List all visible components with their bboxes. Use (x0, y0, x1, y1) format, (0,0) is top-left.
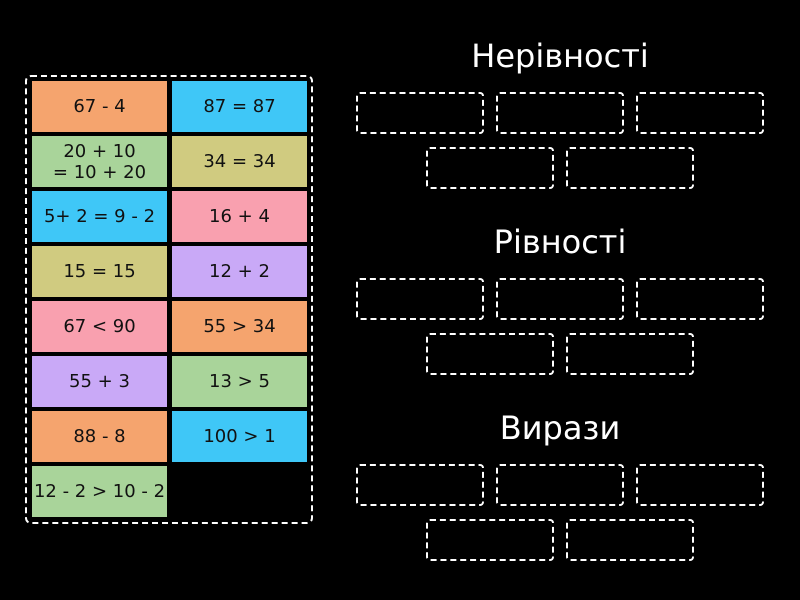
group-title-expressions: Вирази (499, 409, 621, 447)
drop-slot[interactable] (496, 92, 624, 134)
drop-slot[interactable] (426, 519, 554, 561)
tile-card[interactable]: 16 + 4 (172, 191, 307, 242)
tile-card[interactable]: 55 > 34 (172, 301, 307, 352)
tile-card[interactable]: 67 < 90 (32, 301, 167, 352)
drop-slot[interactable] (636, 92, 764, 134)
tile-card[interactable]: 15 = 15 (32, 246, 167, 297)
tile-card[interactable]: 5+ 2 = 9 - 2 (32, 191, 167, 242)
tile-card[interactable]: 87 = 87 (172, 81, 307, 132)
drop-slot[interactable] (426, 147, 554, 189)
tile-card[interactable]: 12 - 2 > 10 - 2 (32, 466, 167, 517)
drop-slot[interactable] (426, 333, 554, 375)
drop-slot[interactable] (356, 92, 484, 134)
drop-slot[interactable] (566, 519, 694, 561)
drop-slot[interactable] (636, 464, 764, 506)
group-title-inequalities: Нерівності (471, 37, 649, 75)
tile-pool[interactable] (25, 75, 313, 524)
tile-card[interactable]: 13 > 5 (172, 356, 307, 407)
tile-card[interactable]: 20 + 10 = 10 + 20 (32, 136, 167, 187)
drop-slot[interactable] (496, 464, 624, 506)
tile-card[interactable]: 67 - 4 (32, 81, 167, 132)
drop-slot[interactable] (356, 464, 484, 506)
tile-card[interactable]: 55 + 3 (32, 356, 167, 407)
drop-slot[interactable] (566, 147, 694, 189)
drop-slot[interactable] (566, 333, 694, 375)
drop-slot[interactable] (496, 278, 624, 320)
tile-card[interactable]: 12 + 2 (172, 246, 307, 297)
tile-card[interactable]: 88 - 8 (32, 411, 167, 462)
drop-slot[interactable] (636, 278, 764, 320)
tile-card[interactable]: 34 = 34 (172, 136, 307, 187)
drop-slot[interactable] (356, 278, 484, 320)
tile-card[interactable]: 100 > 1 (172, 411, 307, 462)
group-title-equalities: Рівності (493, 223, 627, 261)
